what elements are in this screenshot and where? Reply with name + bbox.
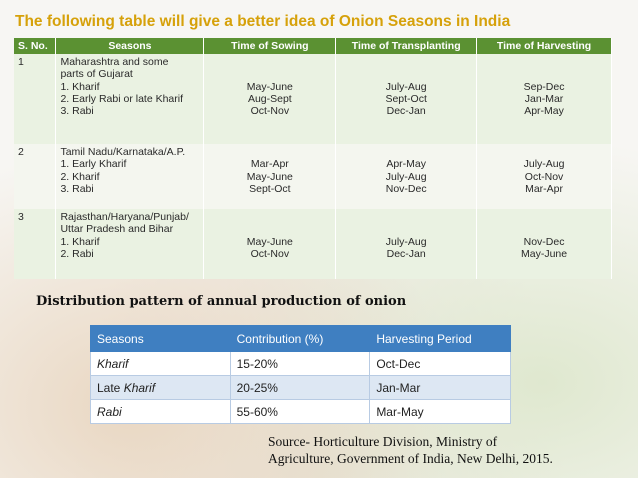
transplanting-cell: July-Aug Dec-Jan [335, 209, 478, 279]
sowing-cell: May-June Aug-Sept Oct-Nov [203, 54, 337, 144]
contribution-cell: 15-20% [229, 351, 371, 376]
table-row: 3 Rajasthan/Haryana/Punjab/ Uttar Prades… [14, 209, 612, 279]
distribution-header-row: Seasons Contribution (%) Harvesting Peri… [90, 325, 511, 352]
season-cell: Late Kharif [90, 375, 231, 400]
distribution-table: Seasons Contribution (%) Harvesting Peri… [90, 325, 511, 424]
transplanting-cell: July-Aug Sept-Oct Dec-Jan [335, 54, 478, 144]
seasons-header-row: S. No. Seasons Time of Sowing Time of Tr… [14, 38, 612, 54]
contribution-cell: 55-60% [229, 399, 371, 424]
season-cell: Rabi [90, 399, 231, 424]
period-cell: Mar-May [369, 399, 511, 424]
period-cell: Jan-Mar [369, 375, 511, 400]
source-citation: Source- Horticulture Division, Ministry … [268, 433, 553, 467]
table-row: Rabi 55-60% Mar-May [90, 399, 511, 424]
source-line: Agriculture, Government of India, New De… [268, 451, 553, 466]
sno-cell: 3 [14, 209, 57, 279]
table-row: 2 Tamil Nadu/Karnataka/A.P. 1. Early Kha… [14, 144, 612, 209]
header-sno: S. No. [14, 38, 57, 54]
header-harvesting: Time of Harvesting [476, 38, 612, 54]
header-seasons: Seasons [55, 38, 205, 54]
table-row: Late Kharif 20-25% Jan-Mar [90, 375, 511, 400]
seasons-cell: Rajasthan/Haryana/Punjab/ Uttar Pradesh … [55, 209, 205, 279]
seasons-cell: Tamil Nadu/Karnataka/A.P. 1. Early Khari… [55, 144, 205, 209]
harvesting-cell: Sep-Dec Jan-Mar Apr-May [476, 54, 612, 144]
sno-cell: 1 [14, 54, 57, 144]
season-cell: Kharif [90, 351, 231, 376]
seasons-cell: Maharashtra and some parts of Gujarat 1.… [55, 54, 205, 144]
distribution-heading: Distribution pattern of annual productio… [36, 294, 407, 309]
header-harvesting-period: Harvesting Period [369, 325, 511, 352]
sowing-cell: Mar-Apr May-June Sept-Oct [203, 144, 337, 209]
table-row: 1 Maharashtra and some parts of Gujarat … [14, 54, 612, 144]
period-cell: Oct-Dec [369, 351, 511, 376]
contribution-cell: 20-25% [229, 375, 371, 400]
onion-seasons-table: S. No. Seasons Time of Sowing Time of Tr… [14, 38, 612, 279]
source-line: Source- Horticulture Division, Ministry … [268, 434, 498, 449]
sno-cell: 2 [14, 144, 57, 209]
harvesting-cell: July-Aug Oct-Nov Mar-Apr [476, 144, 612, 209]
table-row: Kharif 15-20% Oct-Dec [90, 351, 511, 376]
header-sowing: Time of Sowing [203, 38, 337, 54]
header-seasons: Seasons [90, 325, 231, 352]
sowing-cell: May-June Oct-Nov [203, 209, 337, 279]
slide-title: The following table will give a better i… [15, 13, 511, 30]
transplanting-cell: Apr-May July-Aug Nov-Dec [335, 144, 478, 209]
header-transplanting: Time of Transplanting [335, 38, 478, 54]
harvesting-cell: Nov-Dec May-June [476, 209, 612, 279]
header-contribution: Contribution (%) [229, 325, 371, 352]
